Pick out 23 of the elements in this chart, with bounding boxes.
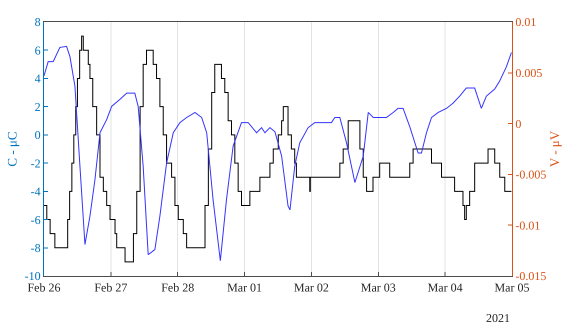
y-tick-label: 6 bbox=[34, 43, 41, 58]
y-axis-title: C - μC bbox=[4, 131, 20, 167]
y2-tick-label: 0.01 bbox=[515, 15, 536, 30]
x-tick-label: Mar 02 bbox=[294, 280, 329, 294]
y-tick-label: -8 bbox=[30, 240, 41, 255]
y-tick-label: 2 bbox=[34, 100, 41, 114]
x-tick-label: Mar 03 bbox=[360, 280, 396, 294]
y-tick-label: 8 bbox=[34, 15, 41, 30]
y2-axis-title: V - μV bbox=[547, 130, 562, 168]
y-tick-label: 4 bbox=[34, 72, 41, 86]
y2-tick-label: 0 bbox=[515, 116, 522, 131]
y-tick-label: 0 bbox=[34, 128, 41, 142]
y-tick-label: -6 bbox=[30, 212, 41, 227]
text: 2021 bbox=[486, 311, 510, 325]
y2-tick-label: 0.005 bbox=[515, 66, 542, 80]
y-tick-label: -2 bbox=[30, 156, 41, 170]
x-tick-label: Feb 27 bbox=[94, 280, 128, 294]
y2-tick-label: -0.01 bbox=[515, 218, 540, 232]
x-tick-label: Mar 04 bbox=[428, 280, 463, 294]
y-tick-label: -4 bbox=[30, 184, 41, 199]
x-tick-label: Mar 01 bbox=[227, 280, 262, 294]
y2-tick-label: -0.005 bbox=[515, 168, 546, 182]
x-tick-label: Feb 28 bbox=[161, 280, 194, 294]
